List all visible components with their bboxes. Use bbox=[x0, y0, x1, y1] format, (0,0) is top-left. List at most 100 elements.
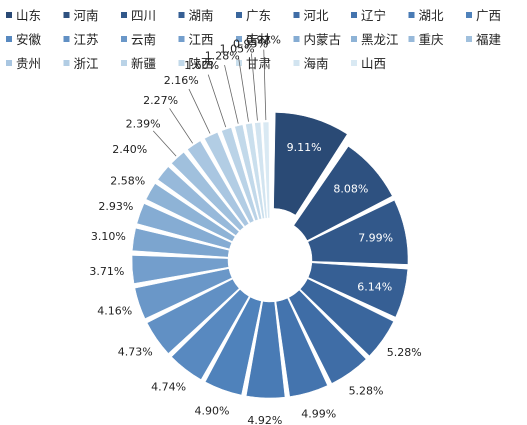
legend-label: 江苏 bbox=[74, 32, 99, 47]
pie-slice bbox=[293, 146, 393, 241]
leader-line bbox=[188, 88, 211, 134]
legend-label: 福建 bbox=[476, 32, 502, 47]
slice-label: 4.16% bbox=[97, 305, 132, 318]
leader-line bbox=[169, 108, 194, 144]
legend-swatch bbox=[121, 36, 127, 42]
pie-slice bbox=[262, 121, 270, 219]
legend-label: 甘肃 bbox=[246, 56, 271, 71]
legend-swatch bbox=[293, 12, 300, 18]
leader-line bbox=[238, 58, 249, 122]
pie-slice bbox=[131, 255, 229, 284]
legend-label: 吉林 bbox=[246, 32, 272, 47]
slice-label: 4.99% bbox=[301, 407, 336, 420]
legend-label: 陕西 bbox=[189, 56, 214, 71]
legend-label: 黑龙江 bbox=[361, 32, 399, 47]
slice-label: 6.14% bbox=[357, 280, 392, 293]
slice-label: 8.08% bbox=[333, 182, 368, 195]
slice-label: 1.28% bbox=[205, 49, 240, 62]
legend-label: 海南 bbox=[304, 56, 329, 71]
legend-swatch bbox=[63, 60, 70, 66]
slice-label: 2.93% bbox=[98, 200, 133, 213]
legend-swatch bbox=[408, 12, 415, 18]
pie-slice bbox=[299, 278, 394, 357]
pie-slice bbox=[221, 127, 259, 221]
pie-slice bbox=[157, 166, 240, 236]
leader-line bbox=[152, 130, 177, 157]
legend-swatch bbox=[63, 36, 70, 42]
leader-line bbox=[263, 49, 267, 121]
pie-slice bbox=[187, 140, 250, 227]
slice-label: 5.28% bbox=[349, 384, 384, 397]
legend-swatch bbox=[178, 60, 185, 66]
legend-swatch bbox=[351, 12, 357, 18]
slice-label: 4.92% bbox=[247, 414, 282, 425]
legend-swatch bbox=[178, 36, 185, 42]
slice-label: 3.71% bbox=[89, 265, 124, 278]
legend-swatch bbox=[351, 36, 357, 42]
legend-label: 广东 bbox=[246, 8, 271, 23]
pie-slice bbox=[254, 122, 268, 219]
pie-slice bbox=[273, 112, 348, 216]
pie-slice bbox=[245, 301, 286, 399]
legend-label: 浙江 bbox=[74, 56, 99, 71]
legend-swatch bbox=[121, 60, 127, 66]
pie-slice bbox=[204, 296, 262, 396]
pie-slice bbox=[245, 122, 265, 219]
data-labels: 9.11% 8.08% 7.99% 6.14% 5.28% 5.28% 4.99% 4.92%… bbox=[89, 34, 421, 425]
legend-label: 山西 bbox=[361, 56, 386, 71]
legend-label: 辽宁 bbox=[361, 8, 386, 23]
legend-swatch bbox=[351, 60, 357, 66]
legend-label: 广西 bbox=[476, 8, 501, 23]
legend-swatch bbox=[236, 36, 242, 42]
legend-label: 内蒙古 bbox=[304, 32, 342, 47]
legend-swatch bbox=[466, 12, 472, 18]
pie-slice bbox=[132, 227, 230, 258]
slice-label: 1.60% bbox=[184, 59, 219, 72]
legend-label: 河南 bbox=[74, 8, 99, 23]
legend-label: 贵州 bbox=[16, 56, 41, 71]
pie-slice bbox=[134, 268, 233, 319]
slice-label: 9.11% bbox=[287, 141, 322, 154]
legend-label: 四川 bbox=[131, 8, 156, 23]
legend-label: 重庆 bbox=[419, 32, 445, 47]
legend-label: 湖北 bbox=[419, 8, 445, 23]
pie-slice bbox=[171, 151, 245, 231]
pie-slice bbox=[307, 262, 408, 318]
legend-swatch bbox=[236, 12, 242, 18]
slice-label: 2.16% bbox=[164, 74, 199, 87]
slice-label: 4.90% bbox=[194, 404, 229, 417]
slice-label: 7.99% bbox=[358, 232, 393, 245]
legend-label: 安徽 bbox=[16, 32, 42, 47]
legend-swatch bbox=[6, 60, 12, 66]
pie-slice bbox=[145, 183, 236, 242]
pie-slice bbox=[275, 297, 328, 397]
legend-swatch bbox=[466, 36, 472, 42]
slice-label: 5.28% bbox=[387, 346, 422, 359]
legend-swatch bbox=[6, 36, 12, 42]
pie-slice bbox=[204, 132, 255, 224]
chart-slices bbox=[131, 112, 409, 399]
pie-slice bbox=[146, 278, 240, 354]
legend-swatch bbox=[63, 12, 70, 18]
leader-line bbox=[251, 53, 258, 121]
leader-lines bbox=[152, 49, 267, 157]
pie-slice bbox=[171, 289, 250, 380]
pie-slice bbox=[307, 199, 409, 265]
slice-label: 2.39% bbox=[126, 117, 161, 130]
legend-label: 云南 bbox=[131, 32, 156, 47]
slice-label: 3.10% bbox=[91, 230, 126, 243]
legend-label: 湖南 bbox=[189, 8, 214, 23]
pie-slice bbox=[288, 289, 367, 384]
legend-swatch bbox=[293, 36, 300, 42]
pie-slice bbox=[234, 124, 262, 220]
legend-swatch bbox=[178, 12, 185, 18]
legend-label: 河北 bbox=[304, 8, 330, 23]
legend-label: 新疆 bbox=[131, 56, 156, 71]
legend-swatch bbox=[408, 36, 415, 42]
pie-slice bbox=[136, 203, 232, 250]
slice-label: 0.95% bbox=[233, 38, 268, 51]
leader-line bbox=[224, 64, 239, 124]
slice-label: 2.27% bbox=[143, 94, 178, 107]
